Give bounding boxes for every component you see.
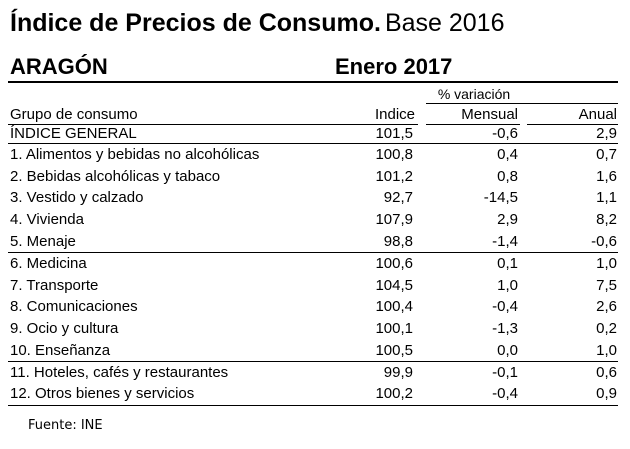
table-row: 11. Hoteles, cafés y restaurantes 99,9 -… [0, 362, 630, 384]
row-indice: 101,5 [375, 125, 413, 142]
row-anual: 0,2 [596, 320, 617, 337]
row-indice: 98,8 [383, 233, 413, 250]
row-mensual: 0,0 [497, 342, 518, 359]
row-anual: 1,1 [596, 189, 617, 206]
row-label: ÍNDICE GENERAL [10, 125, 137, 142]
row-indice: 104,5 [375, 277, 413, 294]
row-anual: 0,6 [596, 364, 617, 381]
table-row: 2. Bebidas alcohólicas y tabaco 101,2 0,… [0, 166, 630, 188]
period-label: Enero 2017 [335, 54, 453, 79]
table-row: ÍNDICE GENERAL 101,5 -0,6 2,9 [0, 123, 630, 145]
row-anual: 0,7 [596, 146, 617, 163]
header-grupo: Grupo de consumo [10, 106, 138, 123]
row-indice: 100,8 [375, 146, 413, 163]
row-anual: 2,6 [596, 298, 617, 315]
table-row: 4. Vivienda 107,9 2,9 8,2 [0, 209, 630, 231]
group-separator [8, 143, 618, 144]
row-mensual: -1,3 [492, 320, 518, 337]
row-mensual: -0,1 [492, 364, 518, 381]
row-anual: 1,0 [596, 255, 617, 272]
row-indice: 100,4 [375, 298, 413, 315]
row-anual: 0,9 [596, 385, 617, 402]
header-underline-mensual [426, 124, 520, 125]
group-separator [8, 252, 618, 253]
row-label: 1. Alimentos y bebidas no alcohólicas [10, 146, 260, 163]
title-main: Índice de Precios de Consumo. [10, 9, 381, 37]
table-row: 1. Alimentos y bebidas no alcohólicas 10… [0, 144, 630, 166]
title-base: Base 2016 [384, 9, 505, 37]
group-separator [8, 361, 618, 362]
table-row: 5. Menaje 98,8 -1,4 -0,6 [0, 231, 630, 253]
row-anual: 7,5 [596, 277, 617, 294]
table-bottom-rule [8, 405, 618, 406]
row-anual: -0,6 [591, 233, 617, 250]
row-mensual: -14,5 [483, 189, 518, 206]
row-indice: 100,6 [375, 255, 413, 272]
region-label: ARAGÓN [10, 54, 108, 79]
row-label: 2. Bebidas alcohólicas y tabaco [10, 168, 221, 185]
row-anual: 1,6 [596, 168, 617, 185]
row-label: 11. Hoteles, cafés y restaurantes [10, 364, 229, 381]
row-indice: 100,5 [375, 342, 413, 359]
row-label: 6. Medicina [10, 255, 87, 272]
header-underline-anual [527, 124, 618, 125]
pct-variacion-underline [426, 103, 618, 104]
table-row: 6. Medicina 100,6 0,1 1,0 [0, 253, 630, 275]
pct-variacion-label: % variación [437, 86, 511, 102]
row-mensual: 1,0 [497, 277, 518, 294]
table-row: 12. Otros bienes y servicios 100,2 -0,4 … [0, 383, 630, 405]
title-divider [8, 81, 618, 83]
row-mensual: -0,4 [492, 298, 518, 315]
row-anual: 1,0 [596, 342, 617, 359]
row-label: 4. Vivienda [10, 211, 84, 228]
row-mensual: -1,4 [492, 233, 518, 250]
row-label: 9. Ocio y cultura [10, 320, 119, 337]
table-row: 9. Ocio y cultura 100,1 -1,3 0,2 [0, 318, 630, 340]
row-indice: 107,9 [375, 211, 413, 228]
source-note: Fuente: INE [28, 418, 103, 433]
row-label: 7. Transporte [10, 277, 99, 294]
row-anual: 2,9 [596, 125, 617, 142]
row-mensual: -0,6 [492, 125, 518, 142]
table-row: 7. Transporte 104,5 1,0 7,5 [0, 275, 630, 297]
row-mensual: 0,8 [497, 168, 518, 185]
row-label: 3. Vestido y calzado [10, 189, 144, 206]
page-title: Índice de Precios de Consumo. Base 2016 [10, 9, 504, 38]
header-anual: Anual [578, 106, 617, 123]
row-mensual: 0,1 [497, 255, 518, 272]
row-label: 5. Menaje [10, 233, 76, 250]
row-mensual: -0,4 [492, 385, 518, 402]
row-mensual: 0,4 [497, 146, 518, 163]
row-indice: 100,1 [375, 320, 413, 337]
row-label: 12. Otros bienes y servicios [10, 385, 195, 402]
table-row: 8. Comunicaciones 100,4 -0,4 2,6 [0, 296, 630, 318]
row-mensual: 2,9 [497, 211, 518, 228]
row-indice: 92,7 [383, 189, 413, 206]
header-underline-grupo [8, 124, 418, 125]
header-mensual: Mensual [461, 106, 518, 123]
table-row: 3. Vestido y calzado 92,7 -14,5 1,1 [0, 187, 630, 209]
row-indice: 99,9 [383, 364, 413, 381]
row-label: 8. Comunicaciones [10, 298, 138, 315]
table-row: 10. Enseñanza 100,5 0,0 1,0 [0, 340, 630, 362]
row-indice: 101,2 [375, 168, 413, 185]
row-anual: 8,2 [596, 211, 617, 228]
row-label: 10. Enseñanza [10, 342, 111, 359]
row-indice: 100,2 [375, 385, 413, 402]
header-indice: Indice [374, 106, 415, 123]
